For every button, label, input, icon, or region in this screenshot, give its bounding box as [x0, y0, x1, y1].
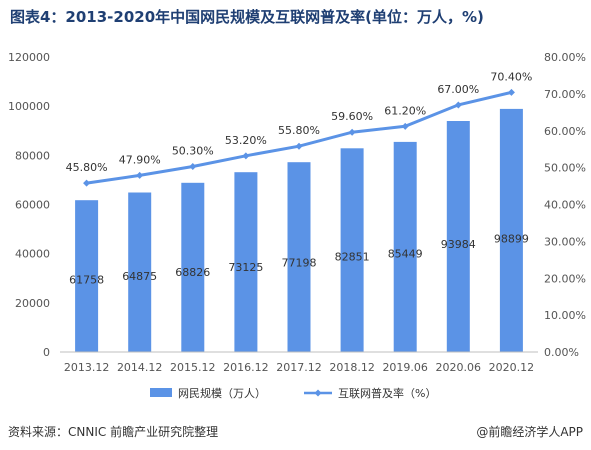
- y-left-tick-label: 100000: [8, 100, 50, 113]
- y-right-tick-label: 50.00%: [544, 162, 586, 175]
- x-tick-label: 2020.06: [436, 361, 482, 374]
- y-right-tick-label: 0.00%: [544, 346, 579, 359]
- line-point-2015.12: [189, 163, 197, 171]
- bar-value-label: 93984: [441, 238, 476, 251]
- line-point-2013.12: [83, 179, 91, 187]
- y-right-tick-label: 40.00%: [544, 199, 586, 212]
- line-value-labels: 45.80% 47.90% 50.30% 53.20% 55.80% 59.60% 61.2…: [66, 70, 533, 174]
- line-point-2017.12: [295, 142, 303, 150]
- source-note: 资料来源：CNNIC 前瞻产业研究院整理: [8, 425, 219, 439]
- line-point-2018.12: [348, 128, 356, 136]
- bar-2015.12: [181, 182, 205, 352]
- y-right-tick-label: 60.00%: [544, 125, 586, 138]
- y-left-tick-label: 120000: [8, 51, 50, 64]
- x-tick-label: 2020.12: [489, 361, 535, 374]
- bar-value-label: 73125: [228, 261, 263, 274]
- bar-value-label: 68826: [175, 266, 210, 279]
- bar-value-label: 64875: [122, 270, 157, 283]
- y-left-tick-label: 80000: [15, 149, 50, 162]
- line-value-label: 50.30%: [172, 145, 214, 158]
- y-left-tick-label: 40000: [15, 248, 50, 261]
- x-tick-label: 2016.12: [223, 361, 269, 374]
- y-left-tick-label: 20000: [15, 297, 50, 310]
- line-value-label: 45.80%: [66, 161, 108, 174]
- line-value-label: 47.90%: [119, 153, 161, 166]
- brand-note: @前瞻经济学人APP: [476, 425, 583, 439]
- line-value-label: 53.20%: [225, 134, 267, 147]
- y-right-tick-label: 70.00%: [544, 88, 586, 101]
- y-right-tick-label: 10.00%: [544, 309, 586, 322]
- bar-2013.12: [75, 200, 99, 352]
- chart-title: 图表4：2013-2020年中国网民规模及互联网普及率(单位：万人，%): [10, 8, 484, 26]
- y-right-tick-label: 20.00%: [544, 272, 586, 285]
- y-right-tick-label: 80.00%: [544, 51, 586, 64]
- y-right-tick-label: 30.00%: [544, 235, 586, 248]
- line-value-label: 67.00%: [437, 83, 479, 96]
- bar-series: [75, 108, 523, 353]
- bar-2018.12: [340, 148, 364, 352]
- bar-2014.12: [128, 192, 152, 352]
- line-point-2016.12: [242, 152, 250, 160]
- x-tick-label: 2019.06: [382, 361, 428, 374]
- line-point-2019.06: [401, 122, 409, 130]
- legend-line-marker: [314, 389, 322, 397]
- bar-2017.12: [287, 162, 311, 352]
- bar-2020.12: [499, 108, 523, 353]
- x-tick-label: 2013.12: [64, 361, 110, 374]
- line-point-2014.12: [136, 171, 144, 179]
- bar-value-label: 98899: [494, 233, 529, 246]
- line-value-label: 61.20%: [384, 104, 426, 117]
- line-value-label: 55.80%: [278, 124, 320, 137]
- bar-value-label: 82851: [335, 250, 370, 263]
- line-point-2020.12: [507, 88, 515, 96]
- y-left-tick-label: 60000: [15, 199, 50, 212]
- line-point-2020.06: [454, 101, 462, 109]
- axes: 2013.12 2014.12 2015.12 2016.12 2017.12 2018.…: [8, 51, 586, 374]
- line-value-label: 70.40%: [490, 70, 532, 83]
- bar-2016.12: [234, 172, 258, 352]
- bar-2020.06: [446, 121, 470, 352]
- bar-2019.06: [393, 141, 417, 352]
- x-tick-label: 2014.12: [117, 361, 163, 374]
- legend: 网民规模（万人） 互联网普及率（%）: [150, 386, 436, 400]
- line-series: [83, 88, 515, 187]
- bar-value-labels: 61758 64875 68826 73125 77198 82851 85449 93984…: [69, 233, 529, 287]
- line-value-label: 59.60%: [331, 110, 373, 123]
- y-left-tick-label: 0: [43, 346, 50, 359]
- legend-bar-swatch: [150, 388, 172, 397]
- legend-line-label: 互联网普及率（%）: [338, 386, 436, 400]
- x-tick-label: 2015.12: [170, 361, 216, 374]
- bar-value-label: 61758: [69, 274, 104, 287]
- x-tick-label: 2018.12: [329, 361, 375, 374]
- x-tick-label: 2017.12: [276, 361, 322, 374]
- bar-value-label: 85449: [388, 248, 423, 261]
- legend-bar-label: 网民规模（万人）: [178, 386, 266, 400]
- bar-value-label: 77198: [282, 257, 317, 270]
